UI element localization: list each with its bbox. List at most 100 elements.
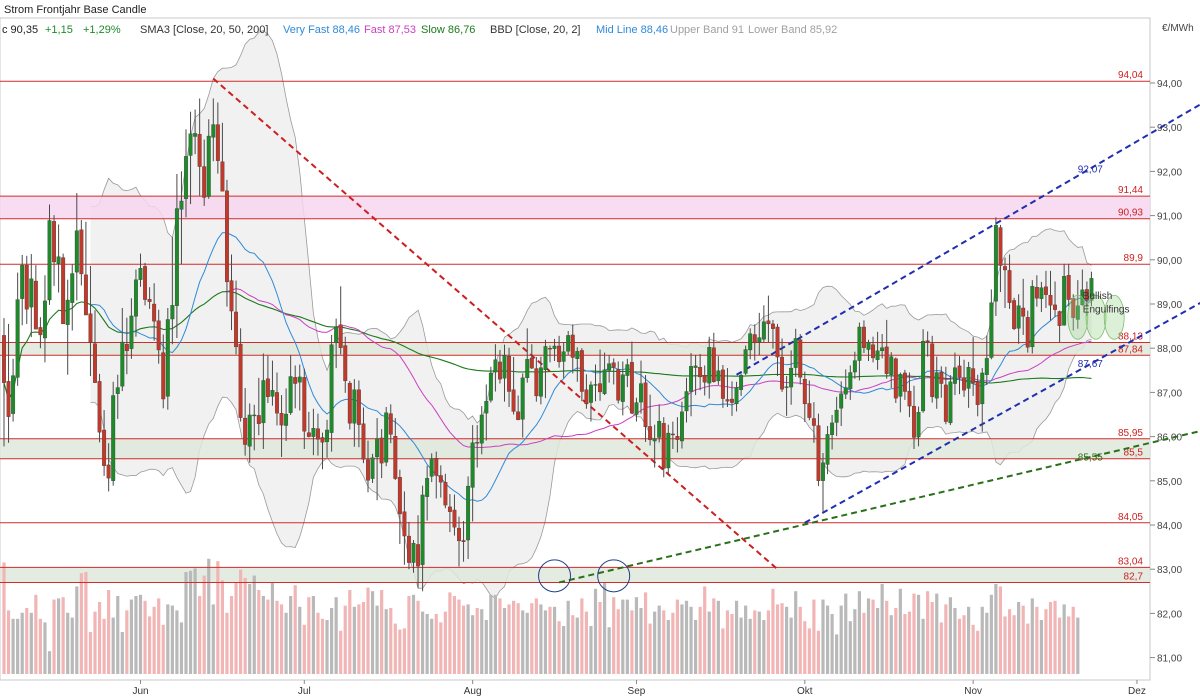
candle bbox=[520, 373, 525, 438]
candle bbox=[452, 494, 457, 536]
x-tick-label: Sep bbox=[628, 686, 646, 697]
level-label: 85,95 bbox=[1118, 428, 1143, 439]
volume-bar bbox=[493, 594, 497, 674]
candle bbox=[893, 357, 898, 404]
candle bbox=[953, 352, 957, 396]
candle bbox=[848, 365, 853, 400]
candle-body bbox=[393, 436, 398, 479]
x-tick-label: Aug bbox=[464, 686, 482, 697]
candle-body bbox=[402, 511, 407, 537]
volume-bar bbox=[930, 602, 934, 674]
volume-bar bbox=[111, 617, 115, 674]
candle bbox=[666, 424, 671, 475]
candle bbox=[334, 318, 339, 369]
candle bbox=[411, 540, 416, 573]
volume-bar bbox=[102, 618, 106, 674]
volume-bar bbox=[812, 599, 816, 674]
candle bbox=[325, 419, 329, 458]
candle bbox=[102, 410, 107, 476]
candle-body bbox=[807, 403, 812, 418]
candle bbox=[252, 404, 257, 451]
volume-bar bbox=[694, 620, 698, 674]
candle-body bbox=[884, 346, 889, 374]
candle-body bbox=[397, 477, 402, 515]
candle-body bbox=[356, 389, 361, 425]
candle-body bbox=[97, 381, 102, 433]
volume-bar bbox=[725, 610, 730, 674]
volume-bar bbox=[120, 632, 124, 674]
candle bbox=[816, 413, 821, 487]
candle-body bbox=[61, 257, 66, 325]
candle bbox=[866, 339, 871, 362]
candle-body bbox=[811, 418, 816, 426]
candle-body bbox=[497, 361, 502, 380]
volume-bar bbox=[534, 598, 538, 674]
candle-body bbox=[24, 264, 29, 310]
candle bbox=[133, 269, 138, 337]
candle bbox=[934, 356, 939, 409]
volume-bar bbox=[839, 605, 843, 674]
volume-bar bbox=[798, 606, 802, 674]
candle-body bbox=[452, 509, 457, 528]
candle bbox=[916, 406, 921, 447]
candle bbox=[629, 341, 634, 415]
candle-body bbox=[224, 190, 229, 283]
candle-body bbox=[507, 356, 511, 392]
candle-body bbox=[475, 442, 480, 444]
candle bbox=[147, 287, 152, 309]
candle bbox=[243, 387, 248, 456]
volume-bar bbox=[1039, 620, 1043, 674]
volume-bar bbox=[411, 594, 416, 674]
candle-body bbox=[752, 334, 757, 344]
volume-bar bbox=[157, 598, 161, 674]
candle-body bbox=[598, 383, 602, 393]
volume-bar bbox=[334, 597, 338, 674]
candle-body bbox=[488, 372, 493, 401]
candle bbox=[224, 179, 229, 307]
volume-bar bbox=[170, 605, 174, 674]
candle bbox=[65, 279, 70, 375]
candle-body bbox=[133, 279, 138, 317]
candle-body bbox=[279, 413, 284, 426]
volume-bar bbox=[543, 610, 548, 674]
candle-body bbox=[111, 395, 116, 481]
volume-bar bbox=[1071, 606, 1075, 674]
y-tick-label: 81,00 bbox=[1157, 654, 1182, 665]
volume-bar bbox=[957, 618, 962, 674]
volume-bar bbox=[876, 608, 880, 674]
x-tick-label: Jul bbox=[298, 686, 311, 697]
candle bbox=[711, 332, 716, 383]
candle-body bbox=[684, 391, 689, 412]
candle bbox=[639, 360, 643, 414]
volume-bar bbox=[853, 609, 857, 674]
candle bbox=[707, 336, 712, 399]
y-tick-label: 92,00 bbox=[1157, 167, 1182, 178]
volume-bar bbox=[912, 593, 916, 674]
candle bbox=[93, 310, 97, 383]
candle bbox=[980, 368, 985, 432]
volume-bar bbox=[480, 609, 484, 674]
candle-body bbox=[165, 319, 170, 397]
volume-bar bbox=[603, 582, 607, 674]
candle bbox=[52, 215, 56, 286]
volume-bar bbox=[639, 608, 643, 674]
volume-bar bbox=[530, 603, 534, 674]
candle-body bbox=[470, 442, 475, 488]
candle-body bbox=[206, 135, 211, 197]
candle-body bbox=[666, 432, 671, 469]
candle-body bbox=[657, 420, 662, 438]
legend-change-abs: +1,15 bbox=[45, 24, 73, 36]
volume-bar bbox=[803, 621, 807, 674]
candle bbox=[484, 384, 489, 441]
volume-bar bbox=[402, 628, 406, 674]
candle bbox=[161, 334, 166, 409]
candle-body bbox=[288, 376, 293, 413]
candle-body bbox=[379, 437, 384, 464]
candle bbox=[343, 336, 348, 393]
candle bbox=[265, 355, 270, 404]
double-bottom-marker bbox=[538, 559, 572, 593]
candle bbox=[475, 425, 480, 468]
volume-bar bbox=[562, 626, 566, 674]
